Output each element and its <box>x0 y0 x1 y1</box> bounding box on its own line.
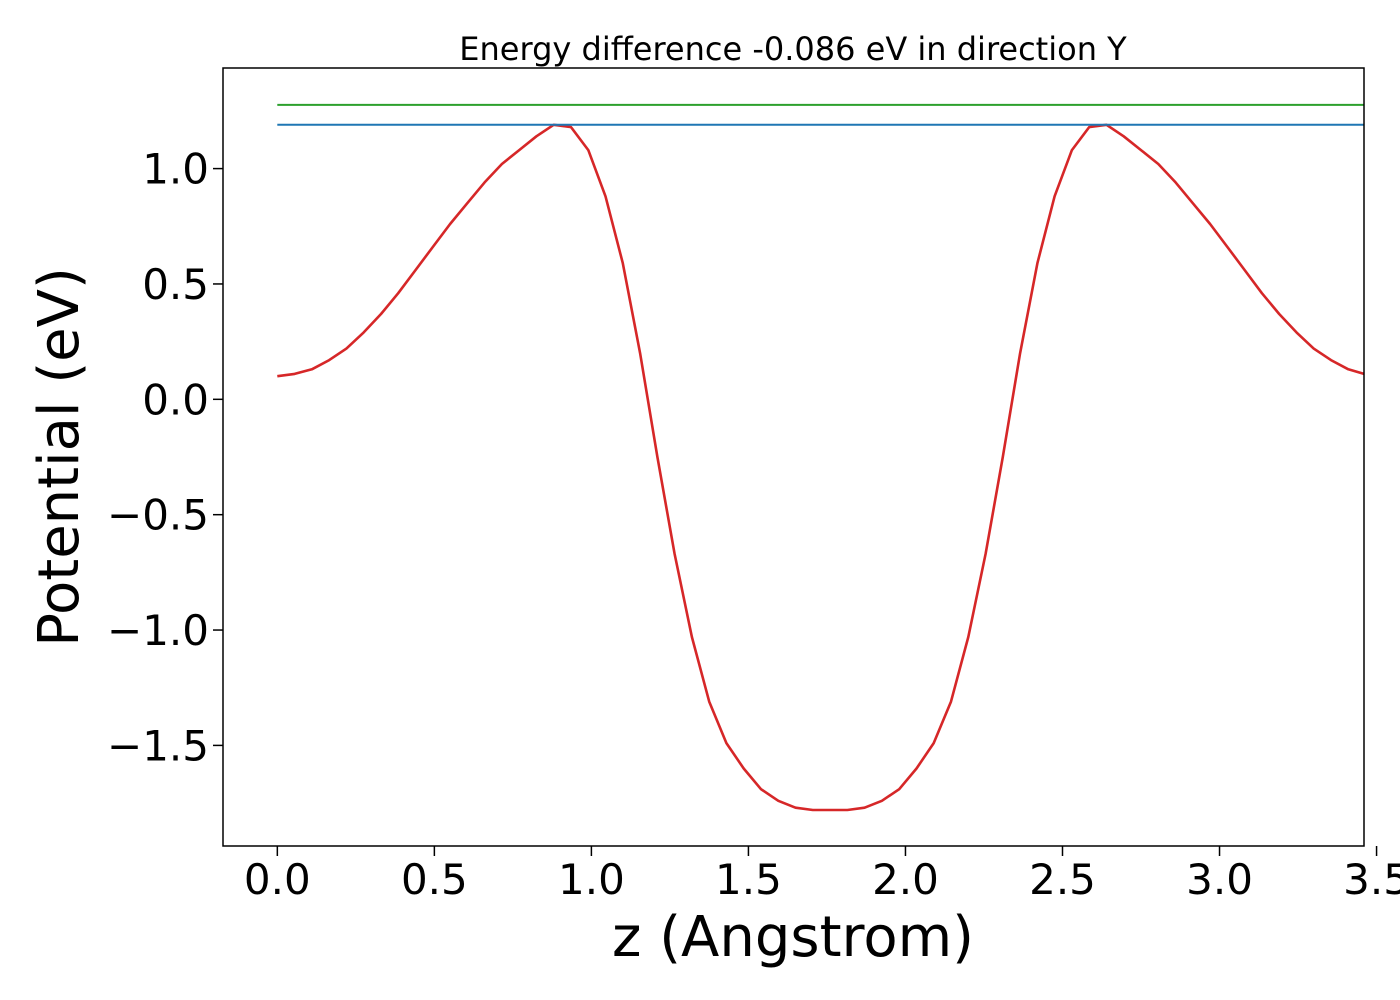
x-tick-label: 0.0 <box>244 855 311 904</box>
x-axis: 0.0 0.5 1.0 1.5 2.0 2.5 3.0 3.5 <box>244 846 1400 904</box>
plot-area <box>277 103 1365 812</box>
x-tick-label: 1.5 <box>715 855 782 904</box>
y-tick-label: 0.5 <box>142 260 209 309</box>
y-tick-label: 1.0 <box>142 145 209 194</box>
x-tick-label: 2.0 <box>872 855 939 904</box>
x-axis-label: z (Angstrom) <box>612 905 974 970</box>
x-tick-label: 0.5 <box>401 855 468 904</box>
y-axis-label: Potential (eV) <box>27 267 92 647</box>
chart-title: Energy difference -0.086 eV in direction… <box>459 30 1127 68</box>
y-tick-label: −1.0 <box>107 606 209 655</box>
y-tick-label: −1.5 <box>107 721 209 770</box>
plot-frame <box>222 67 1365 847</box>
x-tick-label: 2.5 <box>1029 855 1096 904</box>
x-tick-label: 3.5 <box>1343 855 1400 904</box>
x-tick-label: 3.0 <box>1186 855 1253 904</box>
y-tick-label: −0.5 <box>107 491 209 540</box>
x-tick-label: 1.0 <box>558 855 625 904</box>
y-axis: −1.5 −1.0 −0.5 0.0 0.5 1.0 <box>107 145 223 770</box>
series-line-0 <box>277 123 1365 812</box>
y-tick-label: 0.0 <box>142 375 209 424</box>
